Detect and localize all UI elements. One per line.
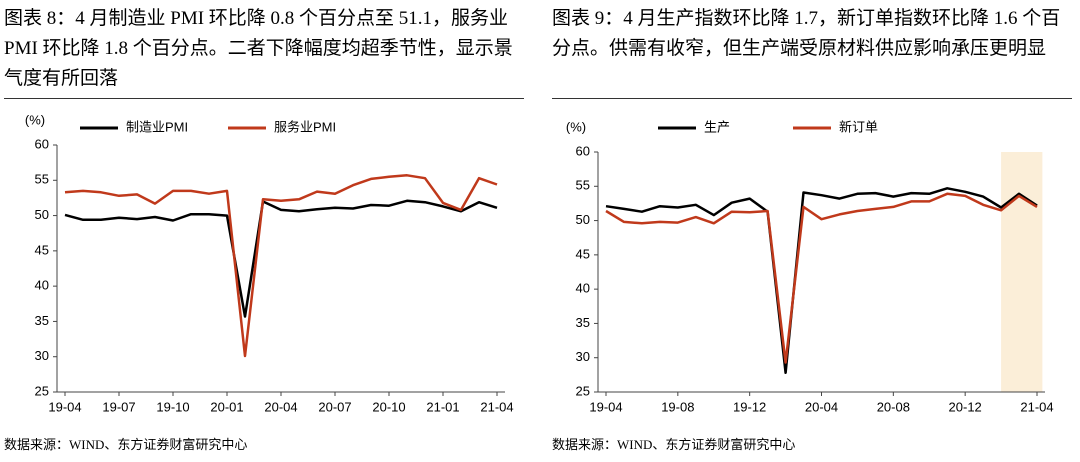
series-line (64, 174, 498, 358)
y-tick-label: 30 (35, 348, 49, 363)
x-tick-label: 19-04 (589, 399, 622, 414)
x-tick-label: 19-08 (661, 399, 694, 414)
x-tick-label: 20-04 (805, 399, 838, 414)
x-tick-label: 21-04 (1020, 399, 1053, 414)
x-tick-label: 20-04 (264, 399, 297, 414)
y-tick-label: 60 (576, 143, 590, 158)
chart-title: 图表 8：4 月制造业 PMI 环比降 0.8 个百分点至 51.1，服务业 P… (4, 4, 524, 99)
y-tick-label: 25 (576, 383, 590, 398)
x-tick-label: 21-04 (480, 399, 513, 414)
x-tick-label: 19-12 (733, 399, 766, 414)
y-tick-label: 40 (576, 281, 590, 296)
highlight-band (1001, 152, 1043, 392)
legend-label: 生产 (704, 119, 730, 134)
y-tick-label: 55 (576, 178, 590, 193)
y-unit: (%) (25, 112, 45, 127)
y-tick-label: 50 (576, 212, 590, 227)
source: 数据来源：WIND、东方证券财富研究中心 (4, 437, 248, 452)
y-tick-label: 30 (576, 349, 590, 364)
chart: (%) 25 30 35 40 45 50 55 60 19-04 19-07 19-10 20-01 2… (25, 112, 514, 414)
y-tick-label: 25 (35, 383, 49, 398)
source: 数据来源：WIND、东方证券财富研究中心 (552, 437, 796, 452)
series-line (64, 199, 498, 318)
x-tick-label: 20-07 (318, 399, 351, 414)
y-tick-label: 45 (576, 246, 590, 261)
y-tick-label: 60 (35, 136, 49, 151)
legend-label: 新订单 (839, 119, 878, 134)
x-tick-label: 19-07 (102, 399, 135, 414)
y-tick-label: 50 (35, 207, 49, 222)
chart-panel: 图表 8：4 月制造业 PMI 环比降 0.8 个百分点至 51.1，服务业 P… (0, 0, 530, 462)
x-tick-label: 20-10 (372, 399, 405, 414)
series-line (605, 192, 1038, 364)
x-tick-label: 20-01 (210, 399, 243, 414)
y-tick-label: 35 (35, 313, 49, 328)
legend-label: 服务业PMI (274, 119, 336, 134)
x-tick-label: 20-08 (877, 399, 910, 414)
chart-title: 图表 9：4 月生产指数环比降 1.7，新订单指数环比降 1.6 个百分点。供需… (552, 4, 1072, 99)
series-line (605, 187, 1038, 375)
x-tick-label: 19-10 (156, 399, 189, 414)
y-tick-label: 45 (35, 242, 49, 257)
legend-label: 制造业PMI (126, 119, 188, 134)
x-tick-label: 20-12 (949, 399, 982, 414)
y-tick-label: 35 (576, 315, 590, 330)
chart: (%) 25 30 35 40 45 50 55 60 19-04 19-08 19-12 20-04 2… (566, 119, 1054, 414)
y-unit: (%) (566, 119, 586, 134)
x-tick-label: 19-04 (48, 399, 81, 414)
y-tick-label: 55 (35, 172, 49, 187)
x-tick-label: 21-01 (426, 399, 459, 414)
chart-panel: 图表 9：4 月生产指数环比降 1.7，新订单指数环比降 1.6 个百分点。供需… (548, 0, 1078, 462)
y-tick-label: 40 (35, 278, 49, 293)
